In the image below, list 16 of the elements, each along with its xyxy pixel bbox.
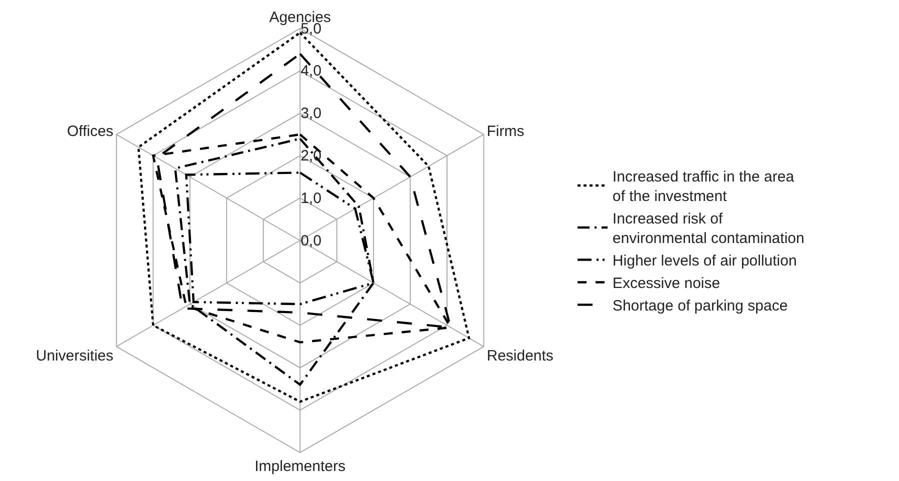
legend-label: Shortage of parking space (612, 298, 788, 315)
spoke-label: Offices (66, 122, 114, 140)
spoke-label: Universities (36, 347, 114, 364)
y-tick-label: 0,0 (300, 232, 322, 250)
legend-label: Increased risk of environmental contamination (612, 210, 804, 248)
legend-label: Excessive noise (612, 275, 720, 292)
y-tick-label: 2,0 (300, 148, 322, 165)
spoke-label: Firms (486, 122, 524, 140)
legend-label: Higher levels of air pollution (612, 252, 797, 270)
y-tick-label: 3,0 (300, 105, 322, 122)
spoke-label: Agencies (269, 8, 331, 26)
legend-label: Increased traffic in the area of the investment (612, 168, 795, 206)
y-tick-label: 4,0 (300, 62, 322, 80)
y-tick-label: 1,0 (300, 190, 322, 207)
spoke-label: Implementers (254, 458, 346, 476)
spoke-label: Residents (486, 347, 554, 364)
